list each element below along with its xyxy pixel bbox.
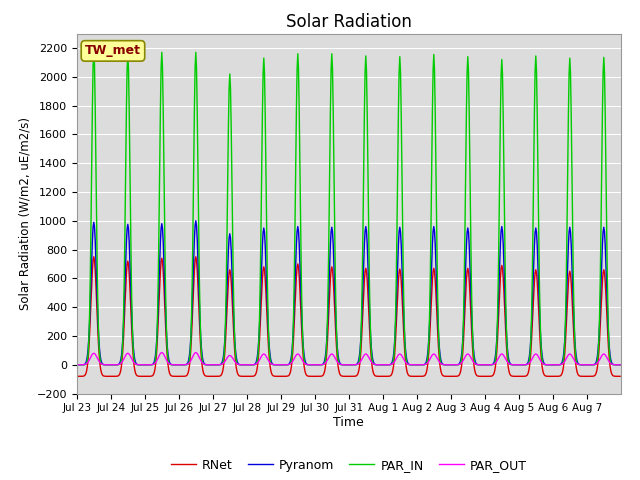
PAR_OUT [209,362,216,368]
RNet [90,254,98,260]
Y-axis label: Solar Radiation (W/m2, uE/m2/s): Solar Radiation (W/m2, uE/m2/s) [18,117,31,310]
Pyranom [265,336,273,342]
RNet [73,373,81,379]
RNet [138,373,145,379]
Line: RNet: RNet [77,257,620,376]
Pyranom [238,362,246,368]
X-axis label: Time: Time [333,416,364,429]
PAR_IN [138,362,145,368]
Pyranom [436,353,444,359]
PAR_OUT [616,362,624,368]
RNet [405,373,413,379]
PAR_OUT [285,361,293,367]
PAR_OUT [73,362,81,368]
RNet [549,373,557,379]
RNet [237,373,245,379]
Pyranom [406,362,413,368]
Pyranom [209,362,216,368]
PAR_IN [265,337,273,343]
PAR_IN [436,357,444,363]
Pyranom [285,361,293,367]
PAR_IN [73,362,81,368]
RNet [436,358,444,363]
PAR_IN [238,362,246,368]
PAR_IN [209,362,216,368]
RNet [264,336,272,342]
PAR_OUT [265,358,273,364]
Pyranom [616,362,624,368]
Text: TW_met: TW_met [85,44,141,58]
PAR_OUT [406,362,413,368]
RNet [285,373,292,379]
PAR_OUT [436,360,444,366]
PAR_IN [616,362,624,368]
PAR_OUT [238,362,246,368]
PAR_IN [90,47,98,52]
PAR_OUT [158,349,166,355]
Line: Pyranom: Pyranom [77,221,620,365]
PAR_OUT [137,362,145,368]
Title: Solar Radiation: Solar Radiation [286,12,412,31]
Pyranom [192,218,200,224]
PAR_IN [285,362,293,368]
Line: PAR_IN: PAR_IN [77,49,620,365]
Line: PAR_OUT: PAR_OUT [77,352,620,365]
PAR_IN [406,362,413,368]
Pyranom [137,362,145,368]
Pyranom [73,362,81,368]
RNet [616,373,624,379]
Legend: RNet, Pyranom, PAR_IN, PAR_OUT: RNet, Pyranom, PAR_IN, PAR_OUT [166,454,532,477]
